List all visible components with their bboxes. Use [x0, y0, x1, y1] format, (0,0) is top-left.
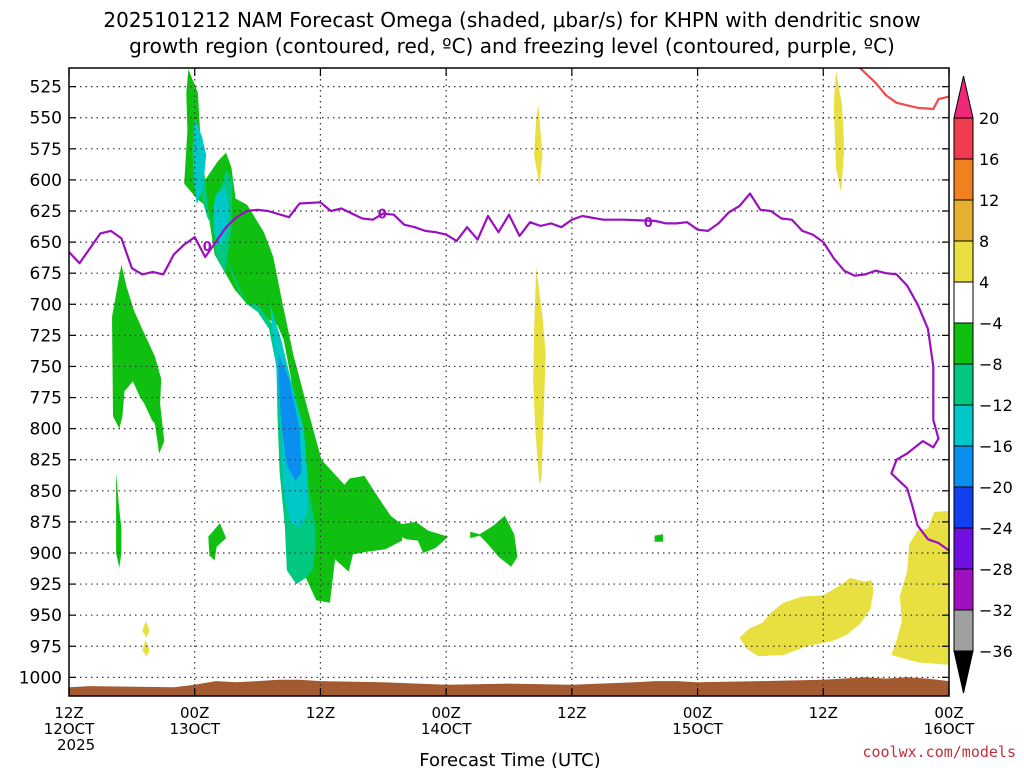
- colorbar-swatch-2: [953, 199, 974, 242]
- colorbar-swatch-5: [953, 322, 974, 365]
- freezing-level-label-0: 0: [203, 240, 212, 255]
- gridlines: [69, 68, 949, 696]
- y-axis: 525 550 575 600 625 650 675 700 725 750 775 800 825 8…: [19, 78, 949, 688]
- freezing-level-label-2: 0: [644, 216, 653, 231]
- omega-region-18: [739, 577, 874, 657]
- y-tick-label-575: 575: [30, 140, 62, 160]
- colorbar-label-9: −20: [979, 478, 1013, 497]
- colorbar-bottom-arrow: [953, 650, 974, 694]
- freezing-level-line: [69, 192, 949, 552]
- x-tick-label-0-3: 2025: [57, 736, 95, 754]
- y-tick-label-700: 700: [30, 295, 62, 315]
- y-tick-label-600: 600: [30, 171, 62, 191]
- omega-region-3: [208, 523, 227, 561]
- colorbar-label-5: −4: [979, 314, 1003, 333]
- x-tick-label-12-2: 13OCT: [169, 720, 220, 738]
- x-tick-label-24-1: 12Z: [306, 704, 335, 722]
- chart-title-line-2: growth region (contoured, red, ºC) and f…: [129, 34, 895, 58]
- x-tick-label-60-1: 00Z: [683, 704, 712, 722]
- omega-region-5: [328, 475, 403, 572]
- x-tick-label-72-1: 12Z: [809, 704, 838, 722]
- y-tick-label-550: 550: [30, 109, 62, 129]
- colorbar-label-7: −12: [979, 396, 1013, 415]
- x-tick-label-36-2: 14OCT: [421, 720, 472, 738]
- terrain: [69, 677, 949, 696]
- colorbar-label-3: 8: [979, 232, 989, 251]
- omega-region-7: [470, 515, 518, 567]
- colorbar-swatch-6: [953, 363, 974, 406]
- omega-region-6: [392, 521, 449, 553]
- colorbar-swatch-1: [953, 158, 974, 201]
- colorbar-label-1: 16: [979, 150, 999, 169]
- y-tick-label-525: 525: [30, 78, 62, 98]
- credit-text: coolwx.com/models: [862, 743, 1016, 761]
- x-tick-label-0-2: 12OCT: [44, 720, 95, 738]
- colorbar-swatch-4: [953, 281, 974, 324]
- omega-region-16: [533, 267, 546, 485]
- omega-region-17: [833, 70, 845, 193]
- colorbar-label-4: 4: [979, 273, 989, 292]
- omega-shading: [112, 69, 949, 665]
- colorbar-label-6: −8: [979, 355, 1003, 374]
- terrain-fill: [69, 677, 949, 696]
- y-tick-label-675: 675: [30, 264, 62, 284]
- colorbar-swatch-7: [953, 404, 974, 447]
- x-tick-label-84-1: 00Z: [934, 704, 963, 722]
- freezing-level-label-1: 0: [378, 207, 387, 222]
- colorbar-swatch-11: [953, 568, 974, 611]
- omega-region-14: [278, 354, 302, 481]
- colorbar-label-0: 20: [979, 109, 999, 128]
- x-tick-label-48-1: 12Z: [557, 704, 586, 722]
- colorbar-label-11: −28: [979, 560, 1013, 579]
- y-tick-label-925: 925: [30, 575, 62, 595]
- colorbar-label-12: −32: [979, 601, 1013, 620]
- y-tick-label-875: 875: [30, 513, 62, 533]
- omega-region-11: [192, 117, 207, 205]
- omega-region-15: [534, 105, 543, 187]
- colorbar-swatch-8: [953, 445, 974, 488]
- colorbar-label-8: −16: [979, 437, 1013, 456]
- omega-region-8: [654, 534, 663, 542]
- x-tick-label-60-2: 15OCT: [672, 720, 723, 738]
- omega-region-20: [142, 621, 150, 638]
- chart-title-line-1: 2025101212 NAM Forecast Omega (shaded, μ…: [103, 8, 920, 32]
- contour-lines: 0 0 0: [69, 68, 949, 552]
- y-tick-label-800: 800: [30, 420, 62, 440]
- omega-region-19: [891, 510, 949, 665]
- colorbar-label-10: −24: [979, 519, 1013, 538]
- colorbar-swatch-3: [953, 240, 974, 283]
- dgz-contour-line: [859, 68, 949, 111]
- x-tick-label-0-1: 12Z: [54, 704, 83, 722]
- y-tick-label-725: 725: [30, 326, 62, 346]
- omega-region-2: [116, 472, 122, 568]
- y-tick-label-625: 625: [30, 202, 62, 222]
- colorbar-swatch-0: [953, 117, 974, 160]
- x-tick-label-36-1: 00Z: [431, 704, 460, 722]
- omega-region-1: [112, 264, 165, 454]
- y-tick-label-900: 900: [30, 544, 62, 564]
- y-tick-label-1000: 1000: [19, 668, 62, 688]
- y-tick-label-825: 825: [30, 451, 62, 471]
- colorbar-label-2: 12: [979, 191, 999, 210]
- colorbar-label-13: −36: [979, 642, 1013, 661]
- colorbar-top-arrow: [953, 75, 974, 119]
- x-tick-label-84-2: 16OCT: [924, 720, 975, 738]
- colorbar-swatch-10: [953, 527, 974, 570]
- x-tick-label-12-1: 00Z: [180, 704, 209, 722]
- y-tick-label-850: 850: [30, 482, 62, 502]
- y-tick-label-750: 750: [30, 357, 62, 377]
- omega-region-21: [142, 640, 150, 657]
- y-tick-label-950: 950: [30, 606, 62, 626]
- colorbar: 20 16 12 8 4 −4 −8 −12 −16 −20 −24 −28 −32 −36: [953, 75, 1013, 694]
- colorbar-swatch-9: [953, 486, 974, 529]
- plot-frame: [68, 67, 950, 697]
- omega-region-0: [184, 69, 381, 603]
- x-axis-label: Forecast Time (UTC): [419, 750, 600, 768]
- y-tick-label-775: 775: [30, 389, 62, 409]
- y-tick-label-975: 975: [30, 637, 62, 657]
- colorbar-swatch-12: [953, 609, 974, 652]
- y-tick-label-650: 650: [30, 233, 62, 253]
